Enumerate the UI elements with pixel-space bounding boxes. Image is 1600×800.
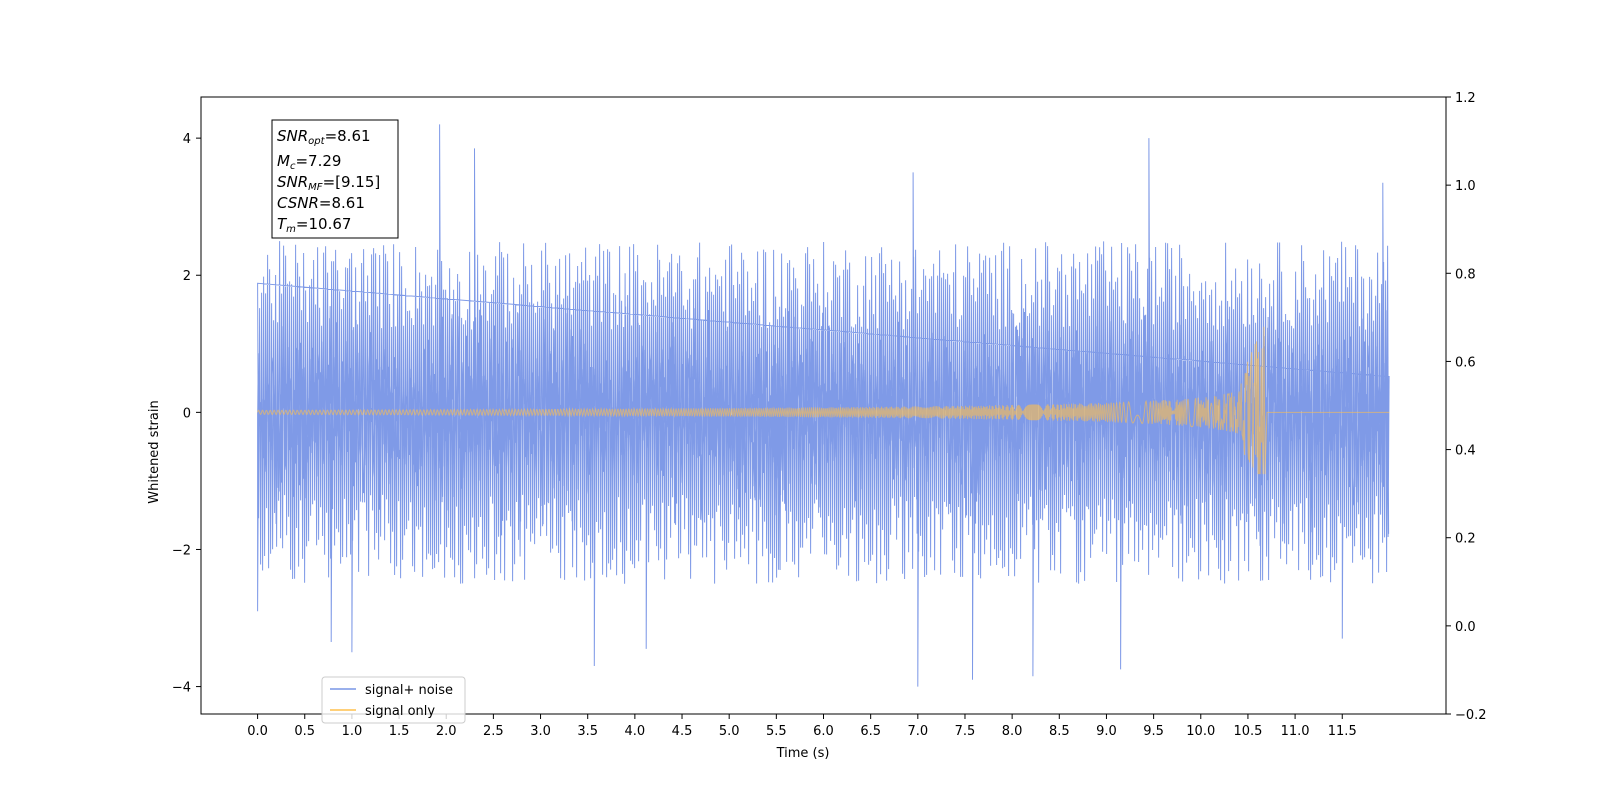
x-axis-label: Time (s) bbox=[776, 746, 830, 761]
x-tick-label: 6.5 bbox=[860, 724, 881, 739]
legend-frame bbox=[321, 676, 466, 724]
x-tick-label: 9.0 bbox=[1096, 724, 1117, 739]
y-axis-label: Whitened strain bbox=[147, 400, 162, 503]
x-tick-label: 8.5 bbox=[1049, 724, 1070, 739]
x-tick-label: 7.5 bbox=[955, 724, 976, 739]
y2-axis-ticks: −0.2 0.0 0.2 0.4 0.6 0.8 1.0 1.2 bbox=[1446, 91, 1487, 723]
x-tick-label: 11.5 bbox=[1328, 724, 1357, 739]
x-tick-label: 4.5 bbox=[672, 724, 693, 739]
y-tick-label: 2 bbox=[183, 269, 191, 284]
series-signal-noise bbox=[257, 124, 1390, 687]
series-signal-only bbox=[257, 326, 1390, 475]
x-tick-label: 5.5 bbox=[766, 724, 787, 739]
x-tick-label: 1.5 bbox=[389, 724, 410, 739]
y2-tick-label: 0.6 bbox=[1455, 355, 1476, 370]
y2-tick-label: 0.8 bbox=[1455, 267, 1476, 282]
y2-tick-label: 1.2 bbox=[1455, 91, 1476, 106]
x-tick-label: 2.0 bbox=[436, 724, 457, 739]
y-tick-label: 4 bbox=[183, 132, 191, 147]
x-tick-label: 5.0 bbox=[719, 724, 740, 739]
x-tick-label: 10.0 bbox=[1186, 724, 1215, 739]
y-axis-ticks: −4 −2 0 2 4 bbox=[172, 132, 201, 696]
annotation-line: Tm=10.67 bbox=[277, 215, 351, 235]
x-tick-label: 11.0 bbox=[1281, 724, 1310, 739]
annotation-line: CSNR=8.61 bbox=[277, 194, 365, 212]
legend-label-signal-noise: signal+ noise bbox=[365, 683, 453, 698]
y2-tick-label: 1.0 bbox=[1455, 179, 1476, 194]
y-tick-label: −4 bbox=[172, 681, 191, 696]
legend: signal+ noise signal only bbox=[321, 676, 466, 724]
annotation-line: SNRMF=[9.15] bbox=[277, 173, 380, 193]
annotation-line: SNRopt=8.61 bbox=[277, 127, 371, 147]
x-tick-label: 2.5 bbox=[483, 724, 504, 739]
x-tick-label: 7.0 bbox=[907, 724, 928, 739]
plot-area bbox=[257, 124, 1390, 687]
annotation-line: Mc=7.29 bbox=[277, 152, 341, 172]
x-tick-label: 9.5 bbox=[1143, 724, 1164, 739]
x-tick-label: 1.0 bbox=[342, 724, 363, 739]
x-tick-label: 6.0 bbox=[813, 724, 834, 739]
y2-tick-label: −0.2 bbox=[1455, 708, 1487, 723]
x-tick-label: 4.0 bbox=[625, 724, 646, 739]
x-tick-label: 3.0 bbox=[530, 724, 551, 739]
y-tick-label: 0 bbox=[183, 406, 191, 421]
x-axis-ticks: 0.0 0.5 1.0 1.5 2.0 2.5 3.0 3.5 4.0 4.5 5.0 5.5 6.0 6… bbox=[247, 714, 1357, 739]
y2-tick-label: 0.0 bbox=[1455, 620, 1476, 635]
x-tick-label: 8.0 bbox=[1002, 724, 1023, 739]
annotation-frame bbox=[271, 119, 399, 239]
x-tick-label: 0.0 bbox=[247, 724, 268, 739]
x-tick-label: 10.5 bbox=[1233, 724, 1262, 739]
x-tick-label: 0.5 bbox=[294, 724, 315, 739]
y-tick-label: −2 bbox=[172, 543, 191, 558]
legend-label-signal-only: signal only bbox=[365, 704, 435, 719]
y2-tick-label: 0.2 bbox=[1455, 532, 1476, 547]
x-tick-label: 3.5 bbox=[577, 724, 598, 739]
y2-tick-label: 0.4 bbox=[1455, 444, 1476, 459]
